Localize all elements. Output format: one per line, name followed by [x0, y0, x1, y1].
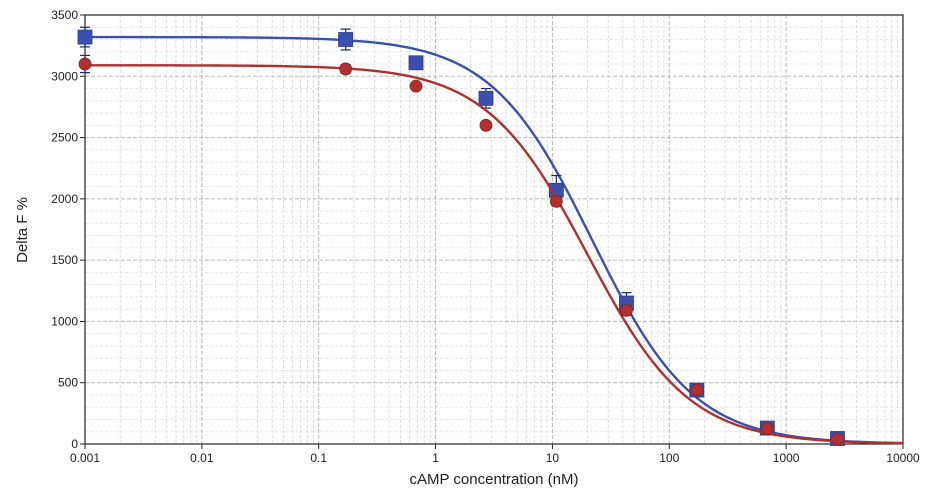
y-axis-title: Delta F %: [14, 197, 31, 263]
x-tick-label: 1: [432, 451, 439, 465]
x-tick-label: 0.001: [70, 451, 100, 465]
data-point: [408, 55, 424, 71]
x-tick-label: 1000: [773, 451, 800, 465]
data-point: [78, 57, 92, 71]
x-tick-label: 0.01: [190, 451, 214, 465]
x-tick-label: 10: [546, 451, 560, 465]
data-point: [478, 90, 494, 106]
x-axis-title: cAMP concentration (nM): [410, 471, 579, 488]
data-point: [549, 194, 563, 208]
fit-curve: [85, 35, 904, 445]
data-point: [77, 29, 93, 45]
data-point: [409, 79, 423, 93]
x-axis-ticks: 0.001 0.01 0.1 1 10 100 1000 10000: [70, 444, 920, 465]
series-layer: [77, 26, 904, 446]
major-grid: [84, 14, 904, 445]
x-tick-label: 100: [659, 451, 679, 465]
plot-frame: [84, 14, 904, 445]
x-tick-label: 0.1: [310, 451, 327, 465]
y-tick-label: 500: [58, 376, 78, 390]
data-point: [760, 422, 774, 436]
minor-grid: [85, 15, 903, 444]
data-point: [831, 432, 844, 446]
y-tick-label: 0: [71, 437, 78, 451]
data-point: [338, 32, 354, 47]
y-tick-label: 2000: [51, 192, 78, 206]
y-tick-label: 1000: [51, 314, 78, 328]
data-point: [620, 303, 633, 317]
x-tick-label: 10000: [886, 451, 920, 465]
fit-curve: [85, 64, 904, 445]
data-point: [339, 62, 353, 76]
y-tick-label: 3500: [51, 8, 78, 22]
series-1: [78, 54, 904, 446]
y-tick-label: 2500: [51, 131, 78, 145]
y-tick-label: 3000: [51, 69, 78, 83]
data-point: [690, 383, 704, 397]
y-tick-label: 1500: [51, 253, 78, 267]
y-axis-ticks: 0 500 1000 1500 2000 2500 3000 3500: [51, 8, 85, 451]
data-point: [479, 118, 493, 132]
